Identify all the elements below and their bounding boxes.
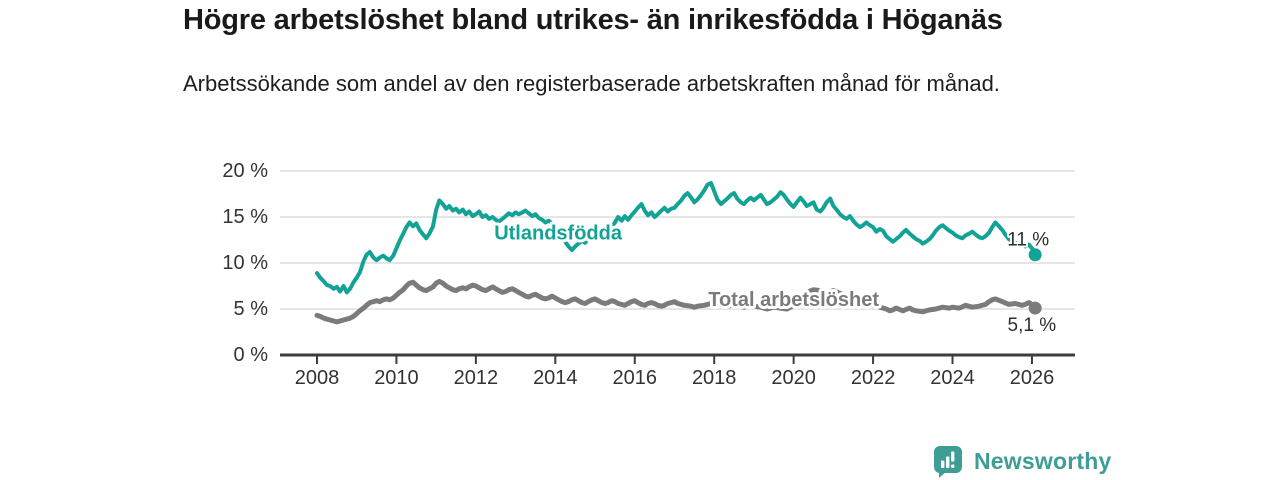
line-total-arbetsl-shet: [314, 278, 1038, 325]
x-axis-label: 2020: [771, 367, 816, 389]
x-axis-label: 2010: [374, 367, 419, 389]
inline-label-total-arbetsl-shet: Total arbetslöshet: [708, 289, 879, 311]
y-axis-label: 15 %: [222, 206, 268, 228]
y-axis-label: 10 %: [222, 252, 268, 274]
end-value-label-total-arbetsl-shet: 5,1 %: [1008, 315, 1057, 336]
line-utlandsf-dda: [315, 181, 1038, 295]
x-axis-label: 2026: [1010, 367, 1055, 389]
x-axis-label: 2014: [533, 367, 578, 389]
y-axis-label: 0 %: [234, 344, 269, 366]
inline-label-utlandsf-dda: Utlandsfödda: [494, 223, 623, 245]
x-axis-label: 2008: [295, 367, 340, 389]
bar-chart-speech-bubble-icon: [934, 446, 962, 478]
end-dot-total-arbetsl-shet: [1028, 301, 1042, 315]
chart-title: Högre arbetslöshet bland utrikes- än inr…: [183, 4, 1003, 36]
chart-subtitle: Arbetssökande som andel av den registerb…: [183, 71, 1000, 96]
x-axis-label: 2012: [454, 367, 499, 389]
x-axis-label: 2024: [930, 367, 975, 389]
x-axis-label: 2018: [692, 367, 737, 389]
x-axis-label: 2016: [613, 367, 658, 389]
y-axis-label: 5 %: [234, 298, 269, 320]
newsworthy-branding: Newsworthy: [931, 444, 1111, 478]
end-dot-utlandsf-dda: [1028, 248, 1042, 262]
x-axis-label: 2022: [851, 367, 896, 389]
y-axis-label: 20 %: [222, 160, 268, 182]
newsworthy-logo-text: Newsworthy: [974, 447, 1112, 474]
end-value-label-utlandsf-dda: 11 %: [1007, 230, 1049, 251]
